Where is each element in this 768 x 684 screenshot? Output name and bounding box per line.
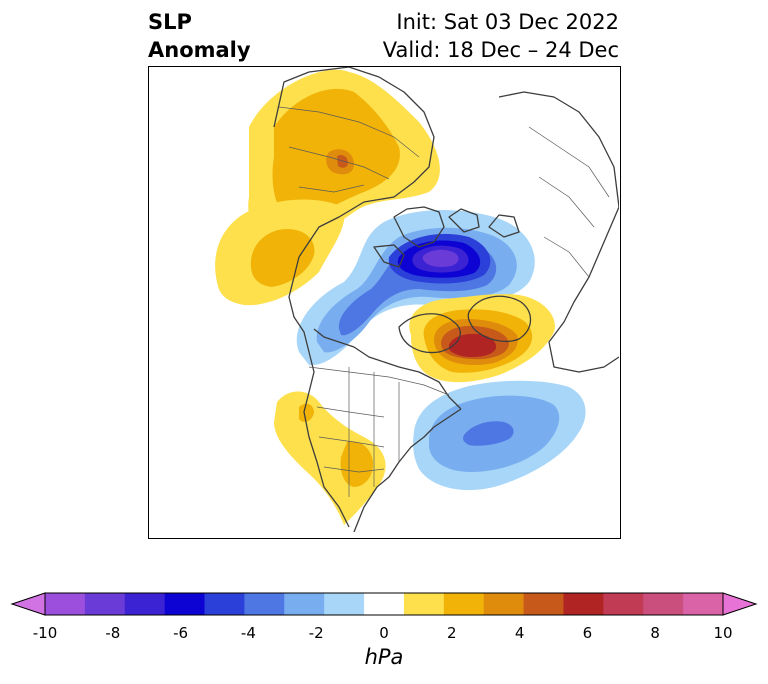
- colorbar-tick-label: 0: [379, 624, 389, 642]
- colorbar-bin: [284, 593, 325, 615]
- colorbar-tick-label: -6: [173, 624, 189, 642]
- colorbar: [10, 592, 758, 616]
- colorbar-bin: [443, 593, 485, 615]
- colorbar-tick-label: -4: [240, 624, 256, 642]
- colorbar-bin: [523, 593, 564, 615]
- colorbar-bin: [603, 593, 644, 615]
- positive-anomaly-bering: [215, 199, 345, 306]
- colorbar-bin: [563, 593, 604, 615]
- political-borders: [278, 106, 610, 497]
- map-title-dates: Init: Sat 03 Dec 2022 Valid: 18 Dec – 24…: [383, 8, 619, 64]
- colorbar-tick-label: 4: [514, 624, 525, 642]
- colorbar-extend-high: [722, 592, 758, 616]
- init-date-label: Init: Sat 03 Dec 2022: [396, 10, 619, 34]
- map-panel: [148, 66, 621, 539]
- colorbar-bin: [124, 593, 166, 615]
- anomaly-map: [149, 67, 619, 537]
- negative-anomaly-arctic-canada: [296, 210, 535, 366]
- colorbar-tick-label: 2: [447, 624, 457, 642]
- colorbar-bin: [244, 593, 285, 615]
- colorbar-tick-label: -8: [105, 624, 121, 642]
- colorbar-bin: [643, 593, 684, 615]
- map-title-variable: SLP Anomaly: [148, 8, 251, 64]
- colorbar-tick-label: 6: [582, 624, 593, 642]
- colorbar-bin: [324, 593, 365, 615]
- title-variable-line2: Anomaly: [148, 38, 251, 62]
- colorbar-tick-label: -2: [308, 624, 324, 642]
- title-variable-line1: SLP: [148, 10, 192, 34]
- colorbar-bin: [403, 593, 445, 615]
- colorbar-unit-label: hPa: [364, 645, 404, 669]
- colorbar-bin: [364, 593, 405, 615]
- valid-range-label: Valid: 18 Dec – 24 Dec: [382, 38, 619, 62]
- negative-anomaly-north-atlantic: [413, 380, 586, 491]
- colorbar-tick-label: -10: [32, 624, 58, 642]
- colorbar-border: [44, 592, 724, 616]
- positive-anomaly-siberia: [248, 69, 440, 243]
- colorbar-bin: [483, 593, 525, 615]
- colorbar-tick-label: 10: [713, 624, 733, 642]
- colorbar-bin: [683, 593, 724, 615]
- colorbar-bin: [204, 593, 245, 615]
- colorbar-bin: [84, 593, 126, 615]
- colorbar-bin: [45, 593, 86, 615]
- positive-anomaly-greenland: [409, 294, 555, 383]
- colorbar-extend-low: [10, 592, 46, 616]
- colorbar-ticks: -10 -8 -6 -4 -2 0 2 4 6 8 10: [0, 624, 768, 644]
- colorbar-bin: [164, 593, 206, 615]
- coastlines: [273, 67, 619, 533]
- colorbar-tick-label: 8: [650, 624, 660, 642]
